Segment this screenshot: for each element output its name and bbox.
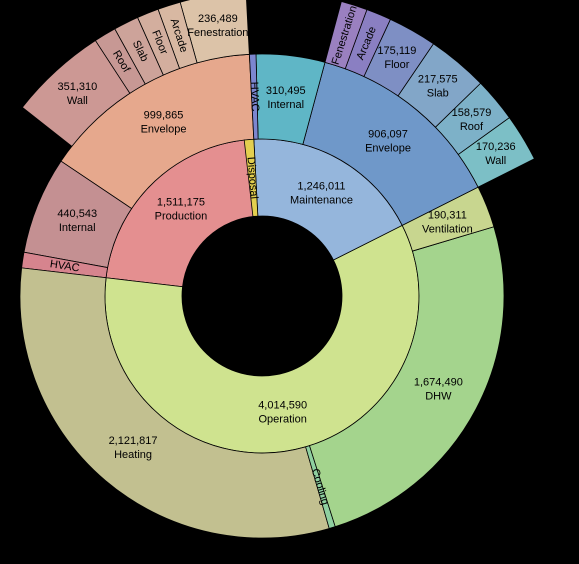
operation-dhw-segment xyxy=(309,226,505,528)
production-internal-value-label: 440,543 xyxy=(57,208,97,220)
production-envelope-wall-name-label: Wall xyxy=(67,95,88,107)
maintenance-envelope-floor-name-label: Floor xyxy=(384,59,409,71)
center-hole xyxy=(182,216,342,376)
operation-dhw-name-label: DHW xyxy=(425,390,452,402)
maintenance-envelope-wall-value-label: 170,236 xyxy=(476,141,516,153)
operation-heating-name-label: Heating xyxy=(114,449,152,461)
maintenance-hvac-name-label: HVAC xyxy=(248,82,261,112)
maintenance-envelope-slab-value-label: 217,575 xyxy=(418,73,458,85)
operation-name-label: Operation xyxy=(259,414,307,426)
maintenance-internal-value-label: 310,495 xyxy=(266,85,306,97)
maintenance-envelope-roof-value-label: 158,579 xyxy=(452,107,492,119)
disposal-name-label: Disposal xyxy=(244,156,259,199)
maintenance-envelope-slab-name-label: Slab xyxy=(427,87,449,99)
operation-ventilation-name-label: Ventilation xyxy=(422,223,473,235)
production-envelope-wall-segment xyxy=(21,39,131,147)
maintenance-name-label: Maintenance xyxy=(290,195,353,207)
operation-dhw-value-label: 1,674,490 xyxy=(414,376,463,388)
operation-value-label: 4,014,590 xyxy=(258,400,307,412)
maintenance-envelope-floor-value-label: 175,119 xyxy=(377,45,416,57)
maintenance-envelope-value-label: 906,097 xyxy=(368,128,408,140)
maintenance-value-label: 1,246,011 xyxy=(297,181,345,193)
production-hvac-name-label: HVAC xyxy=(49,258,80,274)
production-name-label: Production xyxy=(155,211,208,223)
production-envelope-wall-value-label: 351,310 xyxy=(58,81,98,93)
operation-ventilation-value-label: 190,311 xyxy=(428,209,467,221)
production-envelope-value-label: 999,865 xyxy=(144,109,184,121)
maintenance-envelope-name-label: Envelope xyxy=(365,142,411,154)
production-envelope-fenestration-value-label: 236,489 xyxy=(198,13,238,25)
production-value-label: 1,511,175 xyxy=(157,197,205,209)
production-internal-name-label: Internal xyxy=(59,222,96,234)
maintenance-envelope-wall-name-label: Wall xyxy=(485,155,506,167)
maintenance-internal-name-label: Internal xyxy=(267,99,304,111)
operation-heating-value-label: 2,121,817 xyxy=(109,435,158,447)
production-envelope-fenestration-name-label: Fenestration xyxy=(187,27,248,39)
operation-heating-segment xyxy=(19,267,330,539)
maintenance-envelope-roof-name-label: Roof xyxy=(460,121,484,133)
production-envelope-name-label: Envelope xyxy=(141,123,187,135)
